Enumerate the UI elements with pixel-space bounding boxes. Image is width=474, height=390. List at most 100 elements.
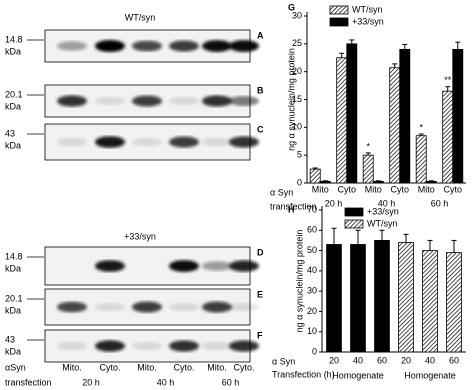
- lane-label: Mito.: [137, 362, 157, 372]
- y-tick-label: 50: [307, 245, 317, 255]
- x-label: α Syn: [272, 356, 295, 366]
- legend-swatch: [344, 207, 364, 217]
- legend-label: WT/syn: [367, 218, 398, 228]
- x-tick-label: 20: [401, 355, 411, 365]
- bar: [452, 49, 464, 184]
- y-tick-label: 0: [312, 346, 317, 356]
- bar: [374, 240, 390, 353]
- marker-label: 20.1: [5, 89, 23, 99]
- y-tick-label: 5: [297, 150, 302, 160]
- y-tick-label: 25: [292, 38, 302, 48]
- band: [229, 136, 259, 148]
- bar: [319, 180, 331, 184]
- band: [229, 260, 259, 272]
- bar: [362, 154, 374, 184]
- legend-label: +33/syn: [367, 206, 399, 216]
- band: [202, 341, 232, 351]
- bar: [399, 49, 411, 184]
- lane-label: Mito.: [62, 362, 82, 372]
- y-tick-label: 30: [292, 10, 302, 20]
- legend-label: +33/syn: [352, 16, 384, 26]
- bar: [415, 135, 427, 184]
- bar: [446, 252, 462, 353]
- panel-label: B: [257, 85, 264, 95]
- x-label: Transfection (h): [272, 369, 335, 379]
- x-tick-label: 20: [329, 355, 339, 365]
- y-tick-label: 0: [297, 177, 302, 187]
- band: [229, 340, 259, 352]
- bar: [309, 168, 321, 184]
- band: [57, 301, 87, 313]
- band: [95, 260, 125, 272]
- legend-label: WT/syn: [352, 4, 383, 14]
- marker-unit: kDa: [5, 305, 21, 315]
- x-tick-label: 60: [377, 355, 387, 365]
- band: [132, 95, 162, 107]
- band: [229, 96, 259, 106]
- legend-swatch: [329, 17, 349, 27]
- band: [95, 302, 125, 312]
- x-tick-label: Mito: [312, 184, 329, 194]
- band: [202, 40, 232, 52]
- band: [57, 137, 87, 147]
- x-label: αSyn: [5, 362, 26, 372]
- annotation: **: [444, 75, 452, 85]
- x-tick-label: Mito: [365, 184, 382, 194]
- marker-label: 20.1: [5, 293, 23, 303]
- band: [169, 40, 199, 52]
- panel-label: A: [257, 30, 264, 40]
- band: [95, 340, 125, 352]
- x-label: transfection: [270, 201, 317, 211]
- panel-label: G: [288, 2, 295, 12]
- annotation: *: [366, 141, 370, 151]
- lane-label: Cyto.: [99, 362, 120, 372]
- bar: [389, 67, 401, 184]
- bar: [346, 43, 358, 184]
- y-label: ng α synuclein/mg protein: [286, 48, 296, 151]
- bar: [350, 244, 366, 353]
- y-tick-label: 70: [307, 204, 317, 214]
- y-tick-label: 40: [307, 265, 317, 275]
- lane-label: Cyto.: [173, 362, 194, 372]
- group-label: Homogenate: [404, 370, 456, 380]
- y-tick-label: 20: [307, 306, 317, 316]
- blot-title: WT/syn: [125, 12, 156, 22]
- x-tick-label: Cyto: [390, 184, 409, 194]
- y-label: ng α synuclein/mg protein: [294, 230, 304, 333]
- panel-label: H: [288, 204, 295, 214]
- x-tick-label: Cyto: [443, 184, 462, 194]
- panel-label: F: [257, 330, 263, 340]
- band: [229, 40, 259, 52]
- band: [95, 136, 125, 148]
- time-label: 60 h: [222, 377, 240, 387]
- y-tick-label: 20: [292, 66, 302, 76]
- marker-label: 43: [5, 128, 15, 138]
- band: [95, 96, 125, 106]
- y-tick-label: 60: [307, 225, 317, 235]
- marker-label: 43: [5, 334, 15, 344]
- band: [132, 301, 162, 313]
- x-tick-label: Cyto: [337, 184, 356, 194]
- bar: [442, 90, 454, 184]
- band: [169, 340, 199, 352]
- annotation: *: [419, 122, 423, 132]
- y-tick-label: 10: [292, 122, 302, 132]
- legend-swatch: [344, 219, 364, 229]
- marker-label: 14.8: [5, 34, 23, 44]
- bar: [326, 244, 342, 353]
- band: [202, 261, 232, 271]
- marker-unit: kDa: [5, 140, 21, 150]
- x-label: transfection: [5, 377, 52, 387]
- band: [132, 341, 162, 351]
- band: [95, 40, 125, 52]
- band: [169, 302, 199, 312]
- band: [202, 95, 232, 107]
- marker-unit: kDa: [5, 46, 21, 56]
- band: [132, 137, 162, 147]
- lane-label: Cyto.: [233, 362, 254, 372]
- y-tick-label: 15: [292, 94, 302, 104]
- lane-label: Mito.: [207, 362, 227, 372]
- x-tick-label: 60: [449, 355, 459, 365]
- panel-label: C: [257, 124, 264, 134]
